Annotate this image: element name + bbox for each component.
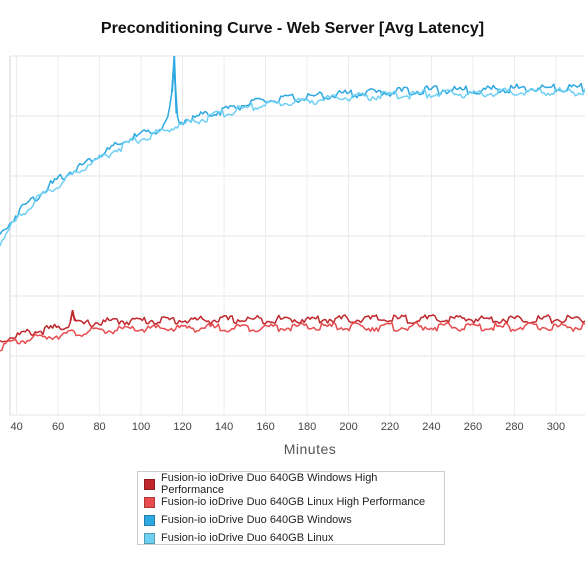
legend-swatch-windows-high-performance — [144, 478, 155, 490]
x-tick-label-80: 80 — [93, 421, 105, 433]
legend-label-linux-high-performance: Fusion-io ioDrive Duo 640GB Linux High P… — [161, 496, 426, 508]
series-spike-2 — [171, 55, 178, 114]
x-tick-label-40: 40 — [10, 421, 22, 433]
x-tick-label-220: 220 — [381, 421, 399, 433]
legend-item-linux: Fusion-io ioDrive Duo 640GB Linux — [144, 529, 438, 547]
legend-swatch-windows — [144, 514, 155, 526]
x-tick-label-280: 280 — [505, 421, 523, 433]
legend-swatch-linux-high-performance — [144, 496, 155, 508]
series-line-1 — [0, 322, 585, 352]
x-tick-label-140: 140 — [215, 421, 233, 433]
legend-item-windows-high-performance: Fusion-io ioDrive Duo 640GB Windows High… — [144, 472, 438, 496]
series-spike-0 — [69, 310, 76, 322]
x-tick-label-260: 260 — [464, 421, 482, 433]
x-tick-label-180: 180 — [298, 421, 316, 433]
x-tick-label-160: 160 — [256, 421, 274, 433]
legend-item-linux-high-performance: Fusion-io ioDrive Duo 640GB Linux High P… — [144, 493, 438, 511]
legend-item-windows: Fusion-io ioDrive Duo 640GB Windows — [144, 511, 438, 529]
legend: Fusion-io ioDrive Duo 640GB Windows High… — [137, 471, 445, 545]
x-tick-label-120: 120 — [173, 421, 191, 433]
legend-label-linux: Fusion-io ioDrive Duo 640GB Linux — [161, 532, 334, 544]
x-tick-label-300: 300 — [547, 421, 565, 433]
legend-swatch-linux — [144, 532, 155, 544]
x-tick-label-200: 200 — [339, 421, 357, 433]
plot-area: 40 60 80 100 120 140 160 180 200 220 240 260 280 300 — [0, 55, 585, 433]
x-tick-label-60: 60 — [52, 421, 64, 433]
x-axis-label: Minutes — [283, 441, 337, 457]
series-line-3 — [0, 86, 585, 247]
legend-label-windows-high-performance: Fusion-io ioDrive Duo 640GB Windows High… — [161, 472, 378, 496]
chart-title: Preconditioning Curve - Web Server [Avg … — [100, 20, 485, 37]
series-line-0 — [0, 311, 585, 343]
legend-label-windows: Fusion-io ioDrive Duo 640GB Windows — [161, 514, 352, 526]
x-tick-label-100: 100 — [132, 421, 150, 433]
x-tick-label-240: 240 — [422, 421, 440, 433]
